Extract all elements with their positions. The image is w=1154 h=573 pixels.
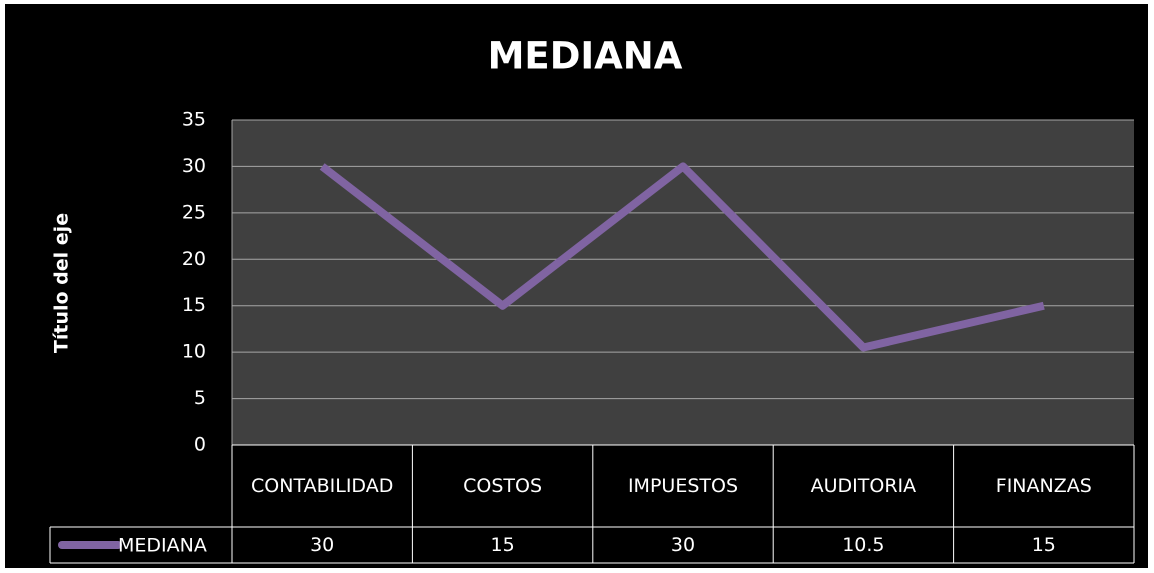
plot-area: [232, 120, 1134, 445]
table-value: 30: [670, 534, 696, 556]
x-tick-label: COSTOS: [463, 475, 543, 497]
y-tick-label: 5: [194, 387, 206, 409]
x-tick-label: IMPUESTOS: [627, 475, 739, 497]
table-value: 10.5: [842, 534, 885, 556]
y-tick-label: 0: [194, 434, 206, 456]
x-tick-label: CONTABILIDAD: [251, 475, 394, 497]
data-line: [319, 162, 1045, 352]
table-value: 15: [1031, 534, 1056, 556]
y-tick-label: 10: [182, 341, 206, 363]
y-tick-label: 15: [182, 294, 206, 316]
legend-label: MEDIANA: [118, 535, 207, 557]
y-tick-label: 25: [182, 201, 206, 223]
table-value: 30: [310, 534, 335, 556]
y-tick-label: 20: [182, 248, 206, 270]
x-tick-label: AUDITORIA: [810, 475, 917, 497]
y-tick-label: 35: [182, 109, 206, 131]
y-axis-title: Título del eje: [51, 213, 73, 353]
chart-title: MEDIANA: [488, 35, 683, 78]
x-tick-label: FINANZAS: [995, 475, 1092, 497]
y-tick-label: 30: [182, 155, 206, 177]
table-value: 15: [490, 534, 515, 556]
